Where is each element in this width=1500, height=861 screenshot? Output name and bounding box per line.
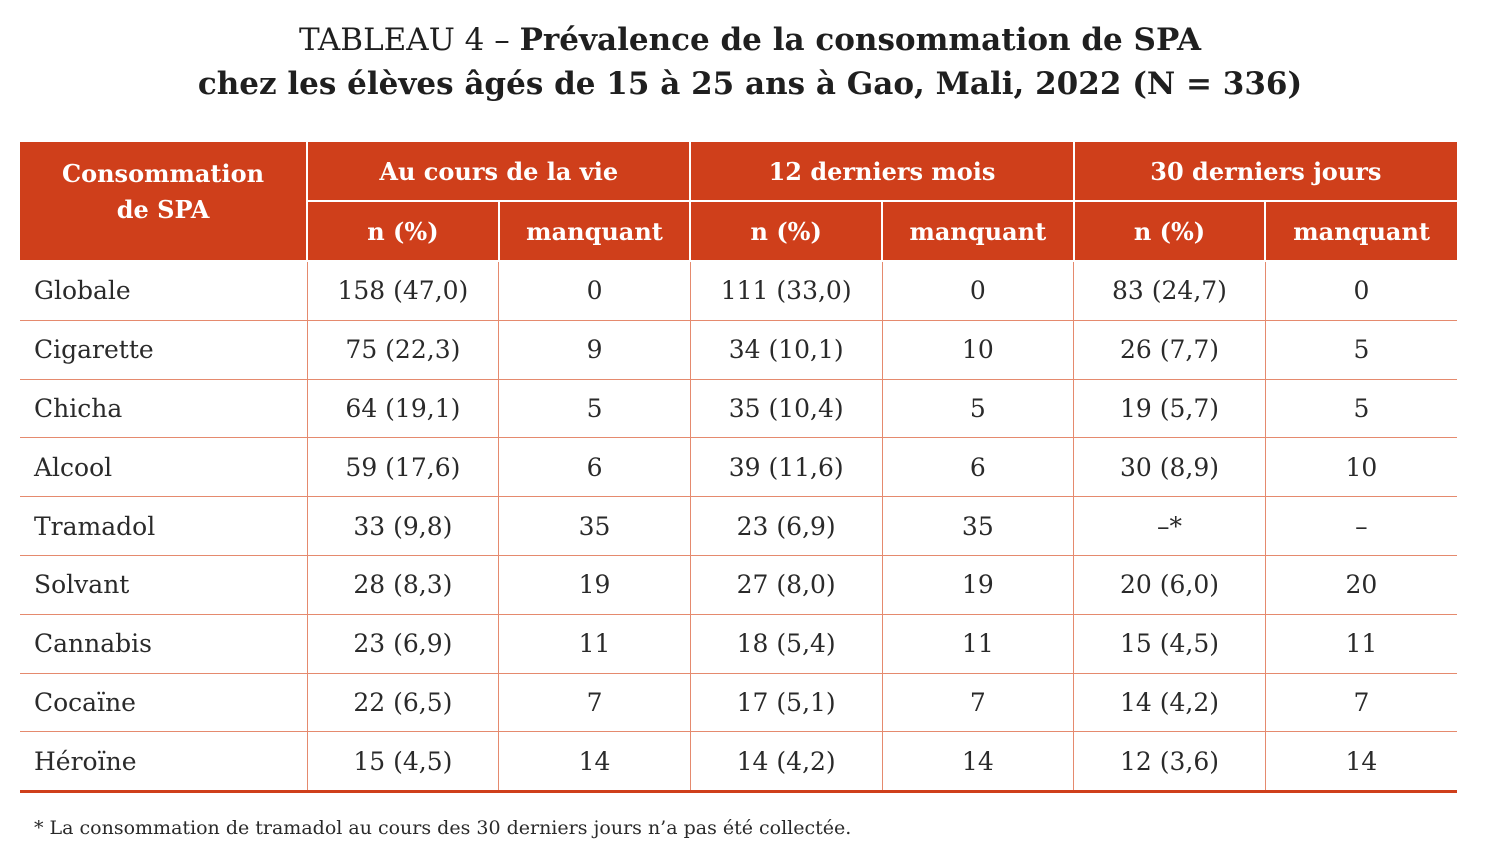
table-row: Globale 158 (47,0) 0 111 (33,0) 0 83 (24… [20,261,1457,321]
header-sub-manquant: manquant [882,201,1075,262]
cell-12m-manquant: 11 [882,614,1075,674]
cell-12m-n: 35 (10,4) [690,379,883,439]
header-sub-manquant: manquant [498,201,692,262]
header-sub-n-pct: n (%) [1073,201,1267,262]
cell-vie-n: 75 (22,3) [307,320,500,380]
table-number-label: TABLEAU 4 – [298,22,520,58]
header-row-groups: Consommation de SPA Au cours de la vie 1… [20,142,1457,262]
cell-12m-n: 34 (10,1) [690,320,883,380]
header-sub-manquant: manquant [1265,201,1457,262]
cell-vie-manquant: 19 [498,555,691,615]
table-row: Tramadol 33 (9,8) 35 23 (6,9) 35 –* – [20,496,1457,556]
cell-vie-manquant: 7 [498,673,691,733]
row-label: Alcool [20,437,308,498]
row-label: Cocaïne [20,673,308,733]
cell-12m-n: 111 (33,0) [690,261,883,321]
cell-12m-manquant: 35 [882,496,1075,556]
cell-12m-manquant: 5 [882,379,1075,439]
cell-vie-manquant: 11 [498,614,691,674]
cell-12m-n: 39 (11,6) [690,437,883,498]
cell-vie-manquant: 5 [498,379,691,439]
row-label: Globale [20,261,308,321]
table-row: Cigarette 75 (22,3) 9 34 (10,1) 10 26 (7… [20,320,1457,380]
cell-12m-n: 17 (5,1) [690,673,883,733]
cell-30j-manquant: 10 [1265,437,1457,498]
cell-vie-manquant: 14 [498,731,691,794]
table-row: Solvant 28 (8,3) 19 27 (8,0) 19 20 (6,0)… [20,555,1457,615]
cell-30j-manquant: 20 [1265,555,1457,615]
cell-30j-n: 20 (6,0) [1073,555,1266,615]
cell-12m-manquant: 19 [882,555,1075,615]
cell-vie-n: 59 (17,6) [307,437,500,498]
table-row: Héroïne 15 (4,5) 14 14 (4,2) 14 12 (3,6)… [20,731,1457,794]
title-line-2: chez les élèves âgés de 15 à 25 ans à Ga… [197,66,1303,102]
cell-vie-n: 22 (6,5) [307,673,500,733]
header-consommation: Consommation de SPA [20,142,309,262]
header-row-sub: n (%) manquant n (%) manquant n (%) manq… [20,201,1457,262]
cell-vie-manquant: 9 [498,320,691,380]
table-row: Chicha 64 (19,1) 5 35 (10,4) 5 19 (5,7) … [20,379,1457,439]
row-label: Chicha [20,379,308,439]
cell-12m-n: 27 (8,0) [690,555,883,615]
title-main: Prévalence de la consommation de SPA [519,22,1202,58]
prevalence-table: Consommation de SPA Au cours de la vie 1… [20,142,1457,794]
table-row: Cannabis 23 (6,9) 11 18 (5,4) 11 15 (4,5… [20,614,1457,674]
cell-12m-manquant: 0 [882,261,1075,321]
row-label: Solvant [20,555,308,615]
table-title: TABLEAU 4 – Prévalence de la consommatio… [0,18,1500,106]
cell-12m-manquant: 14 [882,731,1075,794]
title-line-1: TABLEAU 4 – Prévalence de la consommatio… [0,18,1500,62]
cell-30j-manquant: 5 [1265,320,1457,380]
cell-30j-n: 12 (3,6) [1073,731,1266,794]
row-label: Cannabis [20,614,308,674]
cell-12m-n: 14 (4,2) [690,731,883,794]
cell-12m-manquant: 10 [882,320,1075,380]
header-group-12-mois: 12 derniers mois [690,142,1075,202]
row-label: Héroïne [20,731,308,794]
cell-12m-n: 23 (6,9) [690,496,883,556]
cell-12m-manquant: 7 [882,673,1075,733]
cell-vie-manquant: 0 [498,261,691,321]
row-label: Tramadol [20,496,308,556]
cell-30j-manquant: 14 [1265,731,1457,794]
cell-vie-n: 64 (19,1) [307,379,500,439]
cell-30j-n: 83 (24,7) [1073,261,1266,321]
cell-12m-manquant: 6 [882,437,1075,498]
footnote: * La consommation de tramadol au cours d… [34,817,852,839]
header-group-vie: Au cours de la vie [307,142,692,202]
header-group-30-jours: 30 derniers jours [1073,142,1457,202]
table-header: Consommation de SPA Au cours de la vie 1… [20,142,1457,262]
cell-30j-n: 26 (7,7) [1073,320,1266,380]
header-sub-n-pct: n (%) [307,201,500,262]
cell-30j-manquant: 5 [1265,379,1457,439]
table-row: Alcool 59 (17,6) 6 39 (11,6) 6 30 (8,9) … [20,437,1457,498]
cell-vie-n: 33 (9,8) [307,496,500,556]
cell-vie-manquant: 6 [498,437,691,498]
cell-vie-n: 28 (8,3) [307,555,500,615]
cell-30j-manquant: 0 [1265,261,1457,321]
table-body: Globale 158 (47,0) 0 111 (33,0) 0 83 (24… [20,261,1457,794]
cell-vie-n: 158 (47,0) [307,261,500,321]
header-consommation-line1: Consommation [62,159,265,188]
row-label: Cigarette [20,320,308,380]
cell-30j-manquant: 11 [1265,614,1457,674]
cell-vie-manquant: 35 [498,496,691,556]
table-row: Cocaïne 22 (6,5) 7 17 (5,1) 7 14 (4,2) 7 [20,673,1457,733]
cell-30j-n: –* [1073,496,1266,556]
cell-30j-n: 15 (4,5) [1073,614,1266,674]
cell-30j-manquant: 7 [1265,673,1457,733]
cell-30j-n: 14 (4,2) [1073,673,1266,733]
cell-12m-n: 18 (5,4) [690,614,883,674]
header-sub-n-pct: n (%) [690,201,883,262]
cell-vie-n: 15 (4,5) [307,731,500,794]
cell-30j-n: 19 (5,7) [1073,379,1266,439]
cell-30j-n: 30 (8,9) [1073,437,1266,498]
cell-vie-n: 23 (6,9) [307,614,500,674]
header-consommation-line2: de SPA [116,195,210,224]
cell-30j-manquant: – [1265,496,1457,556]
